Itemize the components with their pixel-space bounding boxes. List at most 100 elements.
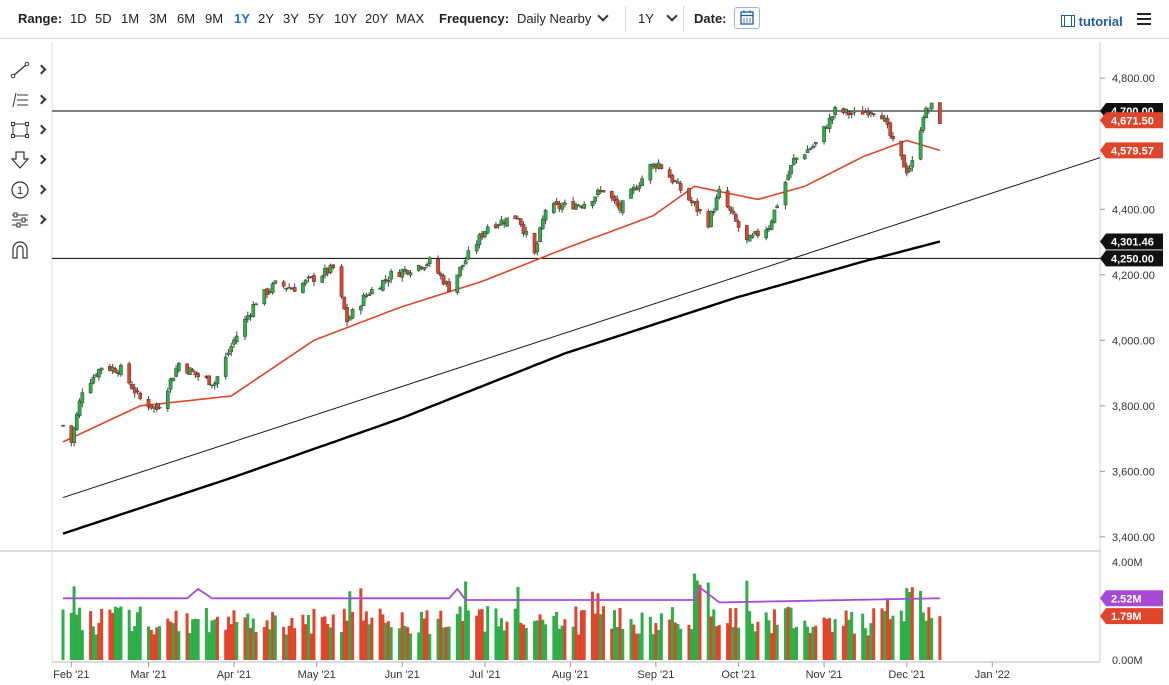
price-tag: 4,579.57 <box>1100 142 1163 159</box>
range-1m-button[interactable]: 1M <box>121 11 140 26</box>
range-5y-button[interactable]: 5Y <box>308 11 324 26</box>
range-3y-button[interactable]: 3Y <box>283 11 299 26</box>
volume-bar <box>852 633 856 660</box>
range-1y-button[interactable]: 1Y <box>234 11 250 26</box>
volume-bar <box>767 620 771 660</box>
candle-body <box>910 160 915 168</box>
film-icon <box>1061 15 1075 27</box>
price-tag: 4,250.00 <box>1100 250 1163 267</box>
line-tool-icon <box>10 61 30 79</box>
fib-tool[interactable] <box>10 90 47 112</box>
frequency-select[interactable]: Daily Nearby <box>517 10 610 26</box>
range-5d-button[interactable]: 5D <box>95 11 112 26</box>
volume-bar <box>706 582 710 660</box>
volume-bar <box>273 615 277 660</box>
volume-bar <box>155 627 159 660</box>
volume-bar <box>328 627 332 660</box>
annotation-tool[interactable]: 1 <box>10 180 47 202</box>
volume-bar <box>389 627 393 660</box>
candle-body <box>902 154 906 168</box>
price-tag-bg <box>1100 112 1163 129</box>
volume-bar <box>177 631 181 660</box>
price-tag-text: 4,250.00 <box>1111 253 1154 265</box>
candle-body <box>538 227 542 243</box>
range-20y-button[interactable]: 20Y <box>365 11 389 26</box>
candle-body <box>524 230 529 235</box>
candle-body <box>339 266 344 297</box>
chevron-down-icon <box>597 10 610 22</box>
volume-bar <box>841 625 845 660</box>
candle-body <box>359 306 363 311</box>
x-tick-label: Dec '21 <box>888 669 925 681</box>
magnet-tool[interactable] <box>10 240 46 262</box>
candle-body <box>789 165 793 175</box>
candle-body <box>667 169 672 178</box>
tutorial-link[interactable]: tutorial <box>1061 14 1123 29</box>
volume-bar <box>428 634 432 660</box>
x-tick-label: May '21 <box>298 669 336 681</box>
volume-bar <box>676 624 680 660</box>
volume-bar <box>458 606 462 660</box>
range-max-button[interactable]: MAX <box>396 11 425 26</box>
candle-body <box>262 289 267 305</box>
range-10y-button[interactable]: 10Y <box>334 11 358 26</box>
candle-body <box>714 197 719 211</box>
volume-bar <box>695 580 699 660</box>
price-tag-bg <box>1100 233 1163 250</box>
candle-body <box>609 191 614 199</box>
candle-body <box>596 189 600 196</box>
candle-body <box>620 200 625 213</box>
line-tool[interactable] <box>10 60 47 82</box>
volume-bar <box>185 613 189 660</box>
date-picker-button[interactable] <box>734 7 760 29</box>
candle-body <box>342 296 347 310</box>
candle-body <box>427 257 432 264</box>
candle-body <box>494 224 498 229</box>
candle-body <box>320 275 325 283</box>
range-1d-button[interactable]: 1D <box>70 11 87 26</box>
candle-body <box>113 368 118 373</box>
y-tick-label: 4,400.00 <box>1112 204 1155 216</box>
period-value: 1Y <box>638 11 654 26</box>
pattern-tool[interactable] <box>10 210 47 232</box>
candle-body <box>119 365 123 375</box>
range-6m-button[interactable]: 6M <box>177 11 196 26</box>
price-chart[interactable]: 3,400.00 3,600.00 3,800.00 4,000.00 4,200.00… <box>0 38 1169 685</box>
volume-bars <box>61 573 942 660</box>
volume-bar <box>596 593 600 660</box>
volume-bar <box>78 607 82 660</box>
volume-bar <box>557 628 561 660</box>
volume-bar <box>188 632 192 660</box>
candle-body <box>582 204 586 209</box>
candle-body <box>659 164 664 169</box>
volume-bar <box>679 628 683 660</box>
arrow-tool[interactable] <box>10 150 47 172</box>
candle-body <box>532 233 537 254</box>
volume-bar <box>135 612 139 660</box>
volume-bar <box>362 620 366 660</box>
volume-bar <box>728 608 732 660</box>
range-3m-button[interactable]: 3M <box>149 11 168 26</box>
volume-bar <box>254 632 258 660</box>
candle-body <box>849 113 854 115</box>
range-2y-button[interactable]: 2Y <box>258 11 274 26</box>
volume-bar <box>610 628 614 660</box>
candle-body <box>400 269 404 278</box>
candle-body <box>827 117 832 129</box>
volume-bar <box>287 625 291 660</box>
range-9m-button[interactable]: 9M <box>205 11 224 26</box>
candle-body <box>350 309 355 319</box>
candle-body <box>438 273 443 276</box>
rectangle-tool[interactable] <box>10 120 47 142</box>
volume-bar <box>715 626 719 660</box>
y-tick-label: 4,000.00 <box>1112 335 1155 347</box>
volume-bar <box>541 619 545 660</box>
period-select[interactable]: 1Y <box>638 10 678 26</box>
candle-body <box>345 306 349 323</box>
volume-bar <box>158 626 162 660</box>
volume-bar <box>516 587 520 660</box>
menu-icon[interactable] <box>1137 13 1151 25</box>
candle-body <box>921 117 926 131</box>
candle-body <box>77 400 82 416</box>
candle-body <box>483 231 487 237</box>
